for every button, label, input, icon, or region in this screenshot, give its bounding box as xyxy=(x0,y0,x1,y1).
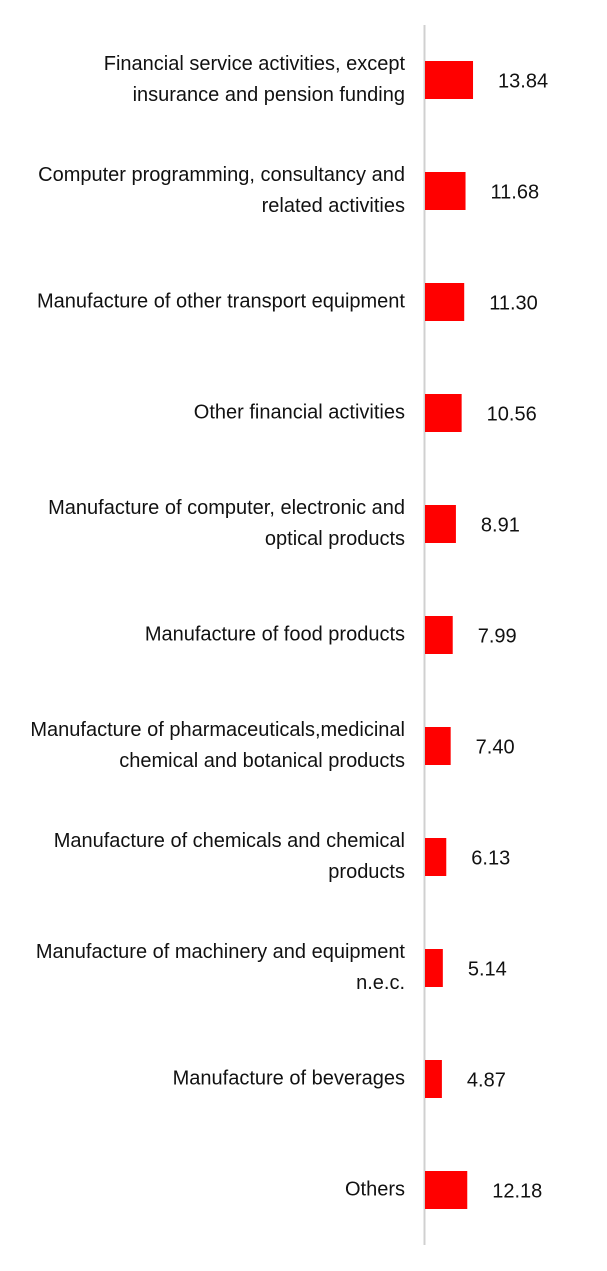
bar xyxy=(425,1171,468,1209)
category-label: Manufacture of machinery and equipment n… xyxy=(35,941,405,994)
bar xyxy=(425,838,447,876)
bar xyxy=(425,61,474,99)
value-label: 10.56 xyxy=(487,403,537,425)
value-label: 13.84 xyxy=(498,70,548,92)
value-label: 8.91 xyxy=(481,514,520,536)
value-label: 5.14 xyxy=(468,958,507,980)
category-label: Computer programming, consultancy and re… xyxy=(38,164,405,217)
category-label: Financial service activities, except ins… xyxy=(103,53,405,106)
bar xyxy=(425,505,456,543)
value-label: 11.68 xyxy=(491,181,540,203)
value-label: 12.18 xyxy=(492,1180,542,1202)
bar xyxy=(425,949,443,987)
value-label: 7.40 xyxy=(476,736,515,758)
category-label: Others xyxy=(344,1178,405,1201)
value-label: 11.30 xyxy=(489,292,538,314)
category-label: Manufacture of chemicals and chemical pr… xyxy=(53,830,405,883)
category-label: Manufacture of pharmaceuticals,medicinal… xyxy=(30,719,405,772)
bar xyxy=(425,1060,442,1098)
category-label: Manufacture of food products xyxy=(144,623,405,646)
category-label: Other financial activities xyxy=(193,401,405,424)
bar xyxy=(425,727,451,765)
value-label: 4.87 xyxy=(467,1069,506,1091)
value-label: 6.13 xyxy=(471,847,510,869)
bar xyxy=(425,394,462,432)
bar xyxy=(425,172,466,210)
category-label: Manufacture of beverages xyxy=(172,1067,405,1090)
category-label: Manufacture of other transport equipment xyxy=(37,290,405,313)
bar xyxy=(425,616,453,654)
value-label: 7.99 xyxy=(478,625,517,647)
bar xyxy=(425,283,465,321)
category-label: Manufacture of computer, electronic and … xyxy=(48,497,405,550)
